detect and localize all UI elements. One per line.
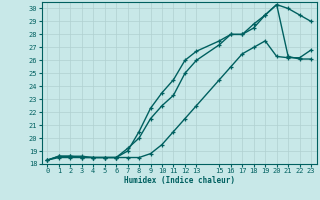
X-axis label: Humidex (Indice chaleur): Humidex (Indice chaleur): [124, 176, 235, 185]
